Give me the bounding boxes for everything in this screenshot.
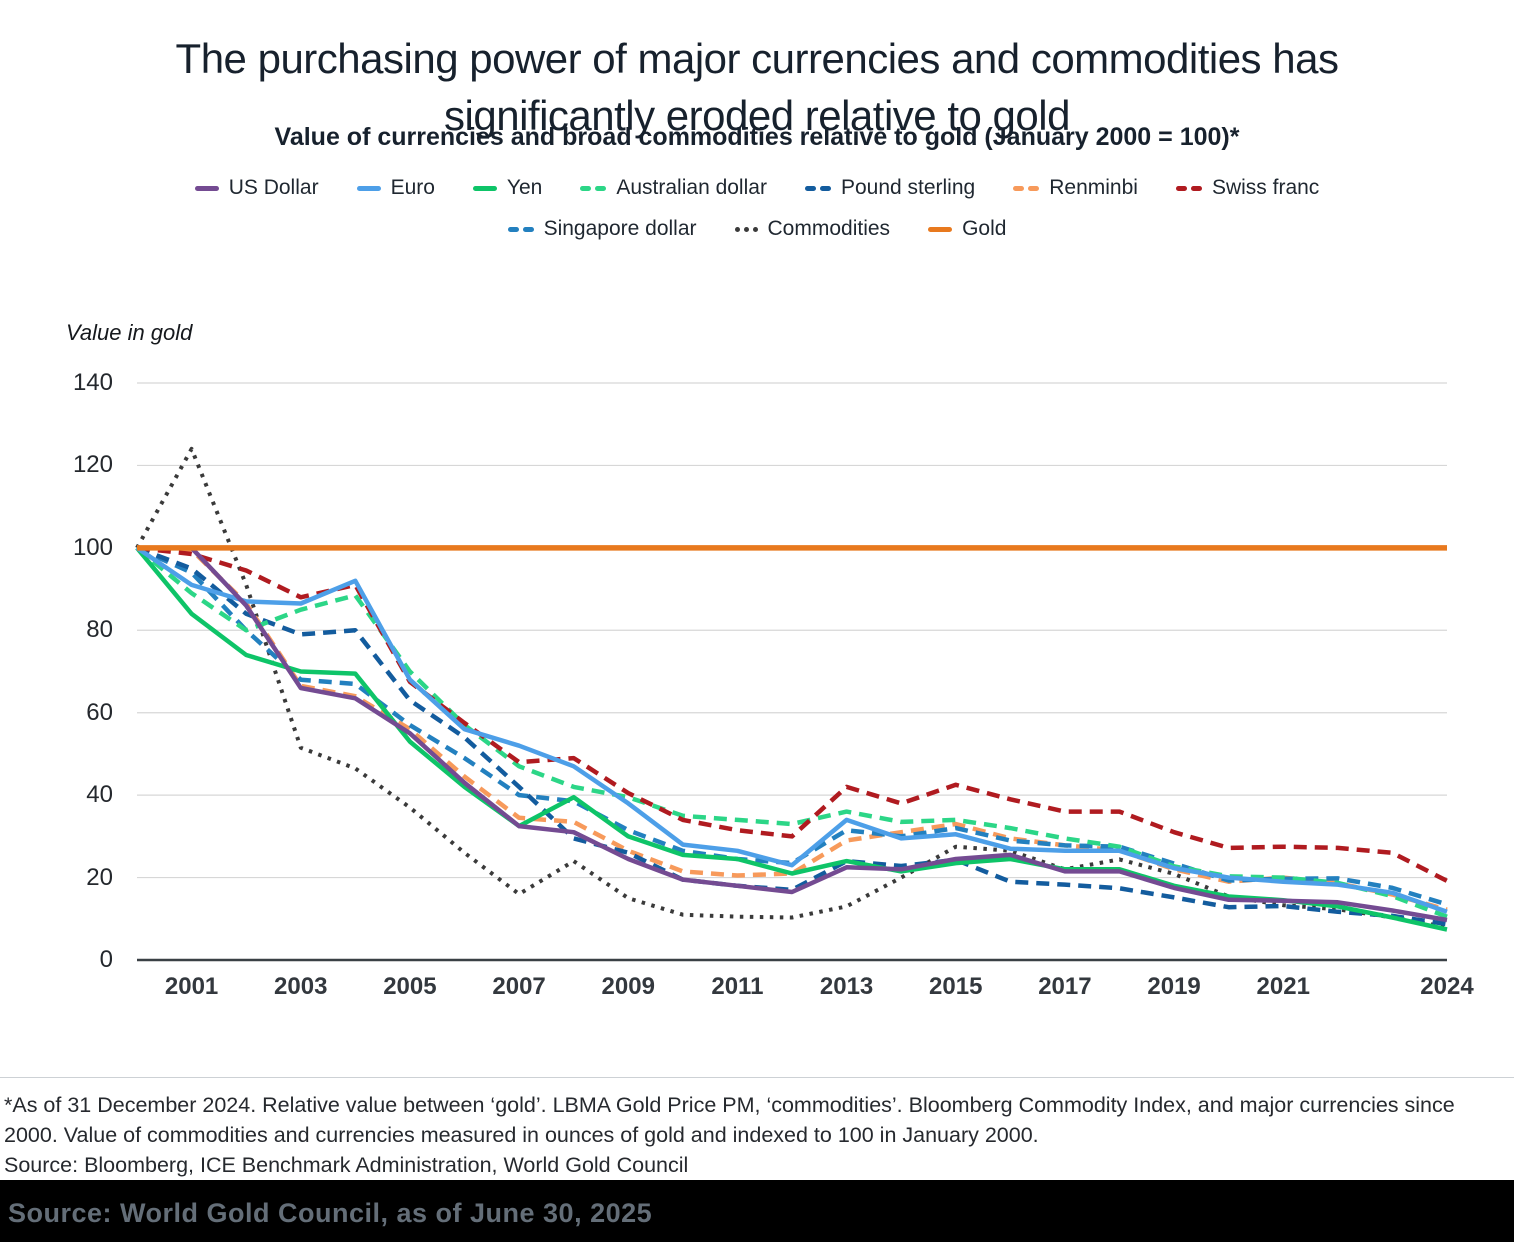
- y-axis-title: Value in gold: [66, 320, 193, 345]
- legend-item-australian-dollar: Australian dollar: [580, 176, 767, 200]
- chart-title-line-2: significantly eroded relative to gold: [444, 92, 1070, 140]
- yen-legend-marker-icon: [472, 185, 497, 191]
- chart-plot-area: [0, 340, 1514, 1030]
- legend-label: Euro: [390, 176, 435, 199]
- legend-item-gold: Gold: [928, 217, 1006, 241]
- series-yen: [135, 546, 1448, 932]
- legend-label: Singapore dollar: [543, 217, 697, 240]
- legend-item-us-dollar: US Dollar: [194, 176, 319, 200]
- footnote: *As of 31 December 2024. Relative value …: [0, 1077, 1514, 1180]
- series-commodities: [135, 446, 1448, 929]
- series-swiss-franc: [136, 545, 1449, 883]
- legend-item-commodities: Commodities: [734, 217, 891, 241]
- legend-row-1: US Dollar Euro Yen Australian dollar Pound s…: [0, 176, 1514, 200]
- legend-row-2: Singapore dollar Commodities Gold: [0, 217, 1514, 241]
- australian-dollar-legend-marker-icon: [580, 185, 607, 191]
- bottom-source-bar: Source: World Gold Council, as of June 3…: [0, 1180, 1514, 1242]
- legend-label: Commodities: [767, 217, 891, 240]
- swiss-franc-legend-marker-icon: [1175, 185, 1202, 191]
- legend-item-singapore-dollar: Singapore dollar: [507, 217, 697, 241]
- legend-item-pound-sterling: Pound sterling: [804, 176, 976, 200]
- series-pound-sterling: [136, 545, 1448, 927]
- legend-item-euro: Euro: [356, 176, 435, 200]
- us-dollar-legend-marker-icon: [194, 185, 219, 191]
- singapore-dollar-legend-marker-icon: [507, 226, 534, 232]
- legend-label: Swiss franc: [1211, 176, 1320, 199]
- legend-item-yen: Yen: [472, 176, 543, 200]
- legend-label: Gold: [962, 217, 1007, 240]
- legend-item-swiss-franc: Swiss franc: [1175, 176, 1320, 200]
- pound-sterling-legend-marker-icon: [804, 185, 831, 191]
- chart-title-line-1: The purchasing power of major currencies…: [175, 35, 1339, 83]
- footnote-note: *As of 31 December 2024. Relative value …: [4, 1093, 1455, 1147]
- commodities-legend-marker-icon: [734, 226, 758, 232]
- bottom-source-text: Source: World Gold Council, as of June 3…: [8, 1198, 653, 1228]
- legend-label: Pound sterling: [840, 176, 976, 199]
- gold-legend-marker-icon: [928, 226, 953, 232]
- legend-label: Australian dollar: [616, 176, 767, 199]
- chart-title: The purchasing power of major currencies…: [0, 30, 1514, 144]
- legend-label: US Dollar: [228, 176, 319, 199]
- series-renminbi: [136, 545, 1448, 912]
- chart-subtitle: Value of currencies and broad commoditie…: [274, 123, 1240, 151]
- euro-legend-marker-icon: [356, 185, 381, 191]
- series-us-dollar: [137, 545, 1448, 923]
- renminbi-legend-marker-icon: [1013, 185, 1040, 191]
- legend-item-renminbi: Renminbi: [1013, 176, 1138, 200]
- legend-label: Renminbi: [1049, 176, 1138, 199]
- series-singapore-dollar: [136, 545, 1448, 907]
- legend-label: Yen: [506, 176, 543, 199]
- footnote-source: Source: Bloomberg, ICE Benchmark Adminis…: [4, 1153, 689, 1177]
- series-euro: [135, 546, 1448, 914]
- series-australian-dollar: [135, 546, 1448, 919]
- line-chart-svg: [135, 382, 1449, 962]
